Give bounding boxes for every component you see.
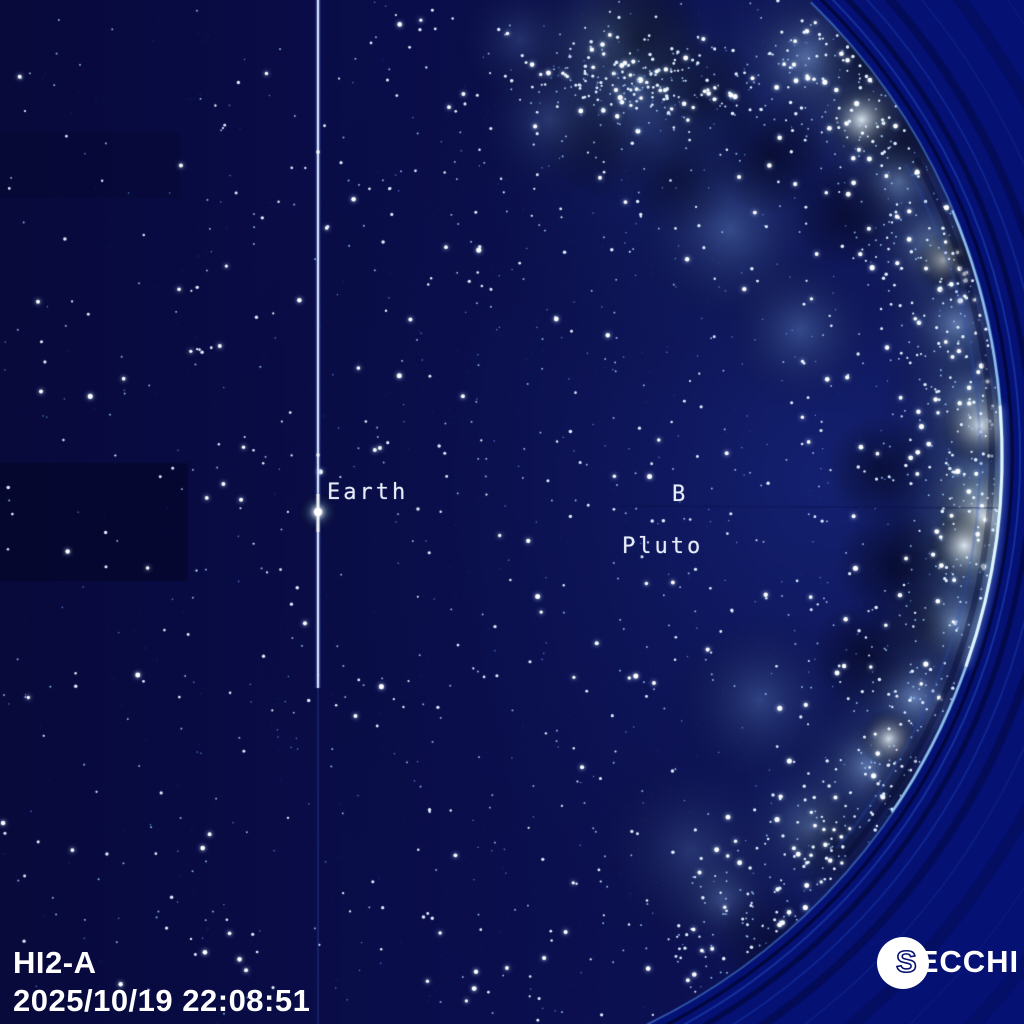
timestamp-label: 2025/10/19 22:08:51	[13, 983, 311, 1018]
secchi-sun-disk-icon	[877, 937, 929, 989]
secchi-logo-first-letter: S	[895, 944, 918, 979]
secchi-logo-text: SECCHI	[895, 944, 1020, 979]
secchi-logo: SECCHI	[877, 937, 1023, 991]
earth-annotation-label: Earth	[327, 480, 409, 505]
instrument-label: HI2-A	[13, 945, 97, 980]
secchi-logo-rest: ECCHI	[917, 944, 1020, 979]
pluto-annotation-label: Pluto	[622, 534, 704, 559]
stereo-b-annotation-label: B	[672, 482, 689, 507]
